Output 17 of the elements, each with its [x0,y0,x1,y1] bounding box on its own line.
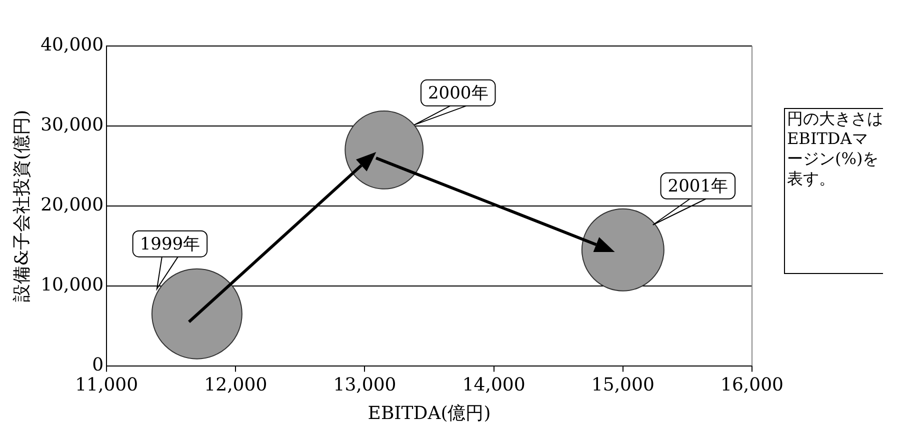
x-tick-label: 13,000 [333,374,396,396]
x-tick-label: 11,000 [75,374,138,396]
y-tick-label: 10,000 [40,274,104,296]
y-tick-label: 40,000 [40,34,104,56]
x-axis-title: EBITDA(億円) [368,402,491,424]
x-tick-label: 15,000 [591,374,654,396]
y-tick-label: 0 [92,354,104,376]
y-tick-label: 20,000 [40,194,104,216]
annotation: 2000年 [428,83,488,104]
y-tick-label: 30,000 [40,114,104,136]
text: 円の大きさはEBITDAマージン(%)を表す。 [784,108,883,274]
x-tick-label: 16,000 [720,374,784,396]
annotation: 1999年 [140,234,200,254]
y-axis-title: 設備&子会社投資(億円) [11,110,32,302]
annotation: 2001年 [668,176,728,196]
x-tick-label: 12,000 [204,374,268,396]
x-tick-label: 14,000 [462,374,526,396]
